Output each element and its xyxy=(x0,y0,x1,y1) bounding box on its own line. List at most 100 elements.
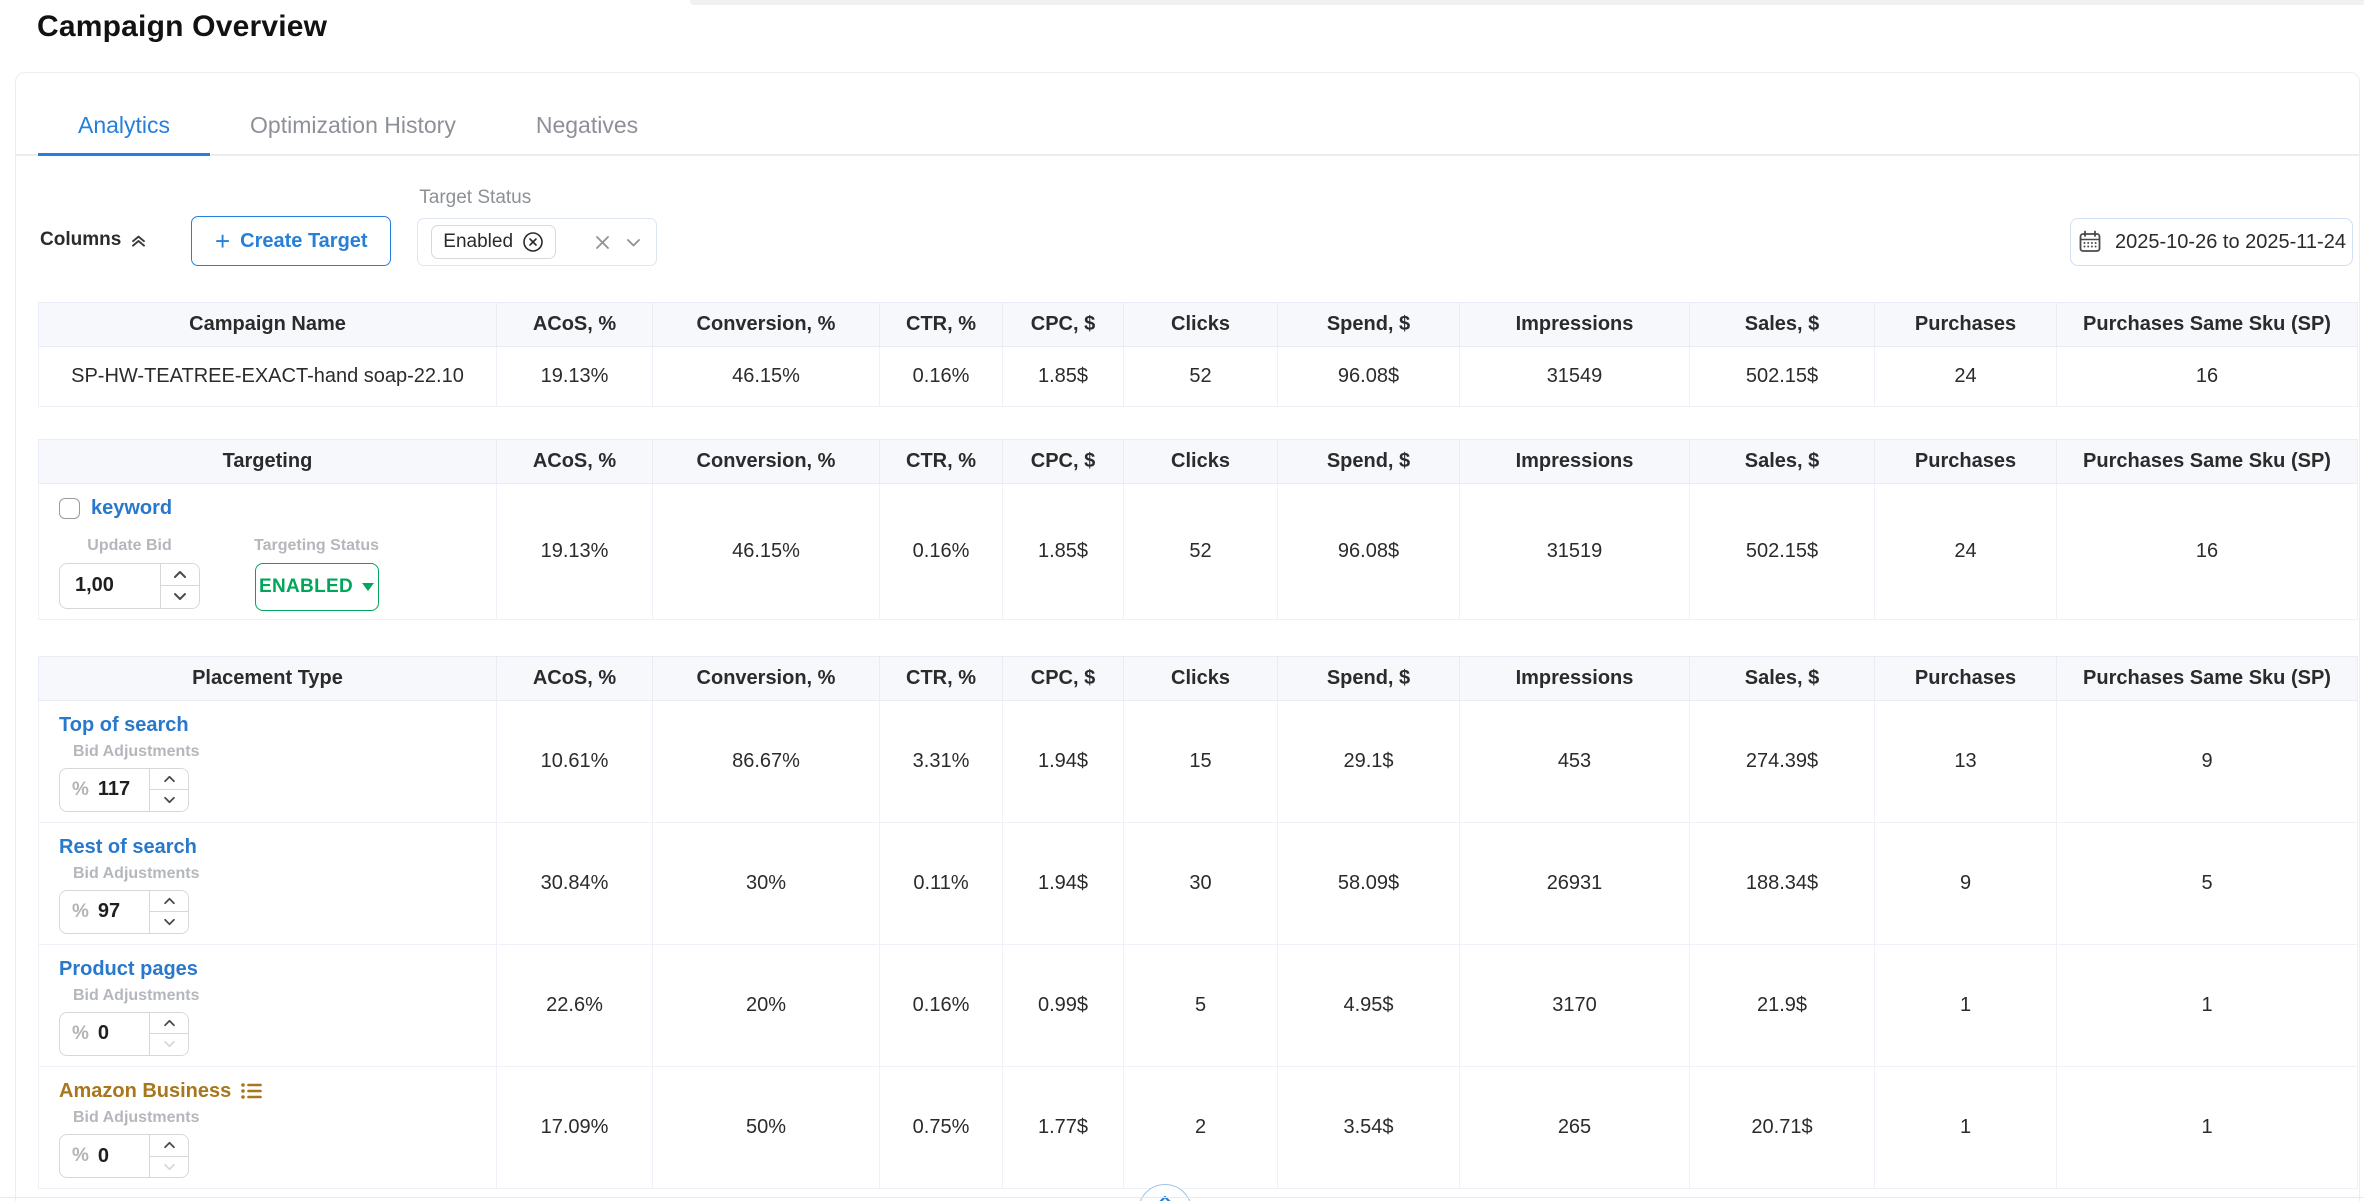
spinner-up-button[interactable] xyxy=(150,890,188,912)
campaign-acos: 19.13% xyxy=(496,346,653,407)
placement-sales: 20.71$ xyxy=(1689,1066,1875,1189)
campaign-spend: 96.08$ xyxy=(1277,346,1460,407)
placement-purchases: 9 xyxy=(1874,822,2057,945)
col-cpc: CPC, $ xyxy=(1002,656,1124,701)
placement-link[interactable]: Product pages xyxy=(59,957,198,980)
placement-cpc: 0.99$ xyxy=(1002,944,1124,1067)
targeting-ctr: 0.16% xyxy=(879,483,1003,620)
campaign-impressions: 31549 xyxy=(1459,346,1690,407)
date-range-button[interactable]: 2025-10-26 to 2025-11-24 xyxy=(2070,218,2353,266)
targeting-impressions: 31519 xyxy=(1459,483,1690,620)
col-clicks: Clicks xyxy=(1123,656,1278,701)
placement-impressions: 26931 xyxy=(1459,822,1690,945)
placement-sales: 274.39$ xyxy=(1689,700,1875,823)
placement-table: Placement Type ACoS, % Conversion, % CTR… xyxy=(38,656,2358,1189)
create-target-button[interactable]: + Create Target xyxy=(191,216,392,266)
tab-negatives[interactable]: Negatives xyxy=(535,112,639,138)
col-sales: Sales, $ xyxy=(1689,302,1875,347)
placement-impressions: 453 xyxy=(1459,700,1690,823)
update-bid-value[interactable] xyxy=(60,563,160,608)
spinner-up-button[interactable] xyxy=(150,768,188,790)
percent-icon: % xyxy=(72,900,89,922)
col-ctr: CTR, % xyxy=(879,656,1003,701)
targeting-sales: 502.15$ xyxy=(1689,483,1875,620)
calendar-icon xyxy=(2077,229,2103,255)
keyword-link[interactable]: keyword xyxy=(91,496,173,519)
placement-clicks: 15 xyxy=(1123,700,1278,823)
col-purchases: Purchases xyxy=(1874,656,2057,701)
targeting-purchases-same-sku: 16 xyxy=(2056,483,2358,620)
col-sales: Sales, $ xyxy=(1689,439,1875,484)
target-status-label: Target Status xyxy=(419,187,532,208)
bid-adjustment-input[interactable]: % xyxy=(59,1134,189,1178)
col-cpc: CPC, $ xyxy=(1002,302,1124,347)
spinner-down-button[interactable] xyxy=(150,912,188,933)
col-acos: ACoS, % xyxy=(496,302,653,347)
placement-link[interactable]: Top of search xyxy=(59,713,189,736)
bid-adjustment-value[interactable] xyxy=(88,768,149,811)
placement-spend: 29.1$ xyxy=(1277,700,1460,823)
placement-purchases-same-sku: 1 xyxy=(2056,944,2358,1067)
campaign-row: SP-HW-TEATREE-EXACT-hand soap-22.10 19.1… xyxy=(38,346,2358,407)
bid-adjustment-input[interactable]: % xyxy=(59,1011,189,1056)
spinner-up-button[interactable] xyxy=(150,1012,188,1034)
keyword-checkbox[interactable] xyxy=(59,497,80,519)
remove-tag-icon[interactable] xyxy=(522,231,544,253)
spinner-down-button[interactable] xyxy=(161,586,199,608)
tab-optimization-history[interactable]: Optimization History xyxy=(250,112,456,138)
placement-link[interactable]: Amazon Business xyxy=(59,1079,496,1103)
placement-row-amazon-business: Amazon Business Bid Adjustments % xyxy=(38,1066,2358,1189)
placement-acos: 22.6% xyxy=(496,944,653,1067)
placement-row-top-of-search: Top of search Bid Adjustments % 10.61% 8… xyxy=(38,700,2358,823)
placement-ctr: 0.11% xyxy=(879,822,1003,945)
bid-adjustment-value[interactable] xyxy=(88,1135,149,1177)
col-clicks: Clicks xyxy=(1123,439,1278,484)
col-purchases: Purchases xyxy=(1874,439,2057,484)
target-status-select[interactable]: Enabled xyxy=(417,218,658,266)
col-purchases: Purchases xyxy=(1874,302,2057,347)
placement-row-rest-of-search: Rest of search Bid Adjustments % 30.84% … xyxy=(38,822,2358,945)
col-purchases-same-sku: Purchases Same Sku (SP) xyxy=(2056,302,2358,347)
col-purchases-same-sku: Purchases Same Sku (SP) xyxy=(2056,656,2358,701)
campaign-ctr: 0.16% xyxy=(879,346,1003,407)
placement-impressions: 265 xyxy=(1459,1066,1690,1189)
col-clicks: Clicks xyxy=(1123,302,1278,347)
placement-link[interactable]: Rest of search xyxy=(59,835,197,858)
list-icon xyxy=(239,1079,264,1103)
spinner-up-button[interactable] xyxy=(150,1135,188,1157)
col-placement-type: Placement Type xyxy=(38,656,497,701)
targeting-status-dropdown[interactable]: ENABLED xyxy=(254,562,379,611)
placement-cpc: 1.77$ xyxy=(1002,1066,1124,1189)
page-title: Campaign Overview xyxy=(37,10,328,43)
campaign-table: Campaign Name ACoS, % Conversion, % CTR,… xyxy=(38,302,2358,407)
campaign-table-header: Campaign Name ACoS, % Conversion, % CTR,… xyxy=(38,302,2358,347)
col-ctr: CTR, % xyxy=(879,439,1003,484)
placement-clicks: 30 xyxy=(1123,822,1278,945)
col-campaign-name: Campaign Name xyxy=(38,302,497,347)
spinner-down-button-disabled[interactable] xyxy=(150,1034,188,1055)
campaign-purchases: 24 xyxy=(1874,346,2057,407)
clear-icon[interactable] xyxy=(593,233,612,252)
targeting-status-label: Targeting Status xyxy=(254,536,380,554)
bid-adjustment-input[interactable]: % xyxy=(59,889,189,934)
target-status-chip[interactable]: Enabled xyxy=(431,225,557,259)
update-bid-label: Update Bid xyxy=(87,536,172,554)
columns-label: Columns xyxy=(40,229,122,250)
chevron-down-icon[interactable] xyxy=(624,233,643,252)
targeting-table-header: Targeting ACoS, % Conversion, % CTR, % C… xyxy=(38,439,2358,484)
bid-adjustment-value[interactable] xyxy=(88,1012,149,1055)
columns-toggle[interactable]: Columns xyxy=(40,229,147,251)
col-impressions: Impressions xyxy=(1459,302,1690,347)
placement-spend: 3.54$ xyxy=(1277,1066,1460,1189)
placement-spend: 4.95$ xyxy=(1277,944,1460,1067)
placement-impressions: 3170 xyxy=(1459,944,1690,1067)
spinner-down-button-disabled[interactable] xyxy=(150,1156,188,1177)
placement-conversion: 50% xyxy=(652,1066,880,1189)
spinner-down-button[interactable] xyxy=(150,790,188,811)
tab-analytics[interactable]: Analytics xyxy=(38,99,211,156)
bid-adjustment-value[interactable] xyxy=(88,890,149,933)
update-bid-input[interactable] xyxy=(59,562,200,609)
bid-spinner xyxy=(160,563,199,608)
bid-adjustment-input[interactable]: % xyxy=(59,767,189,812)
spinner-up-button[interactable] xyxy=(161,563,199,586)
